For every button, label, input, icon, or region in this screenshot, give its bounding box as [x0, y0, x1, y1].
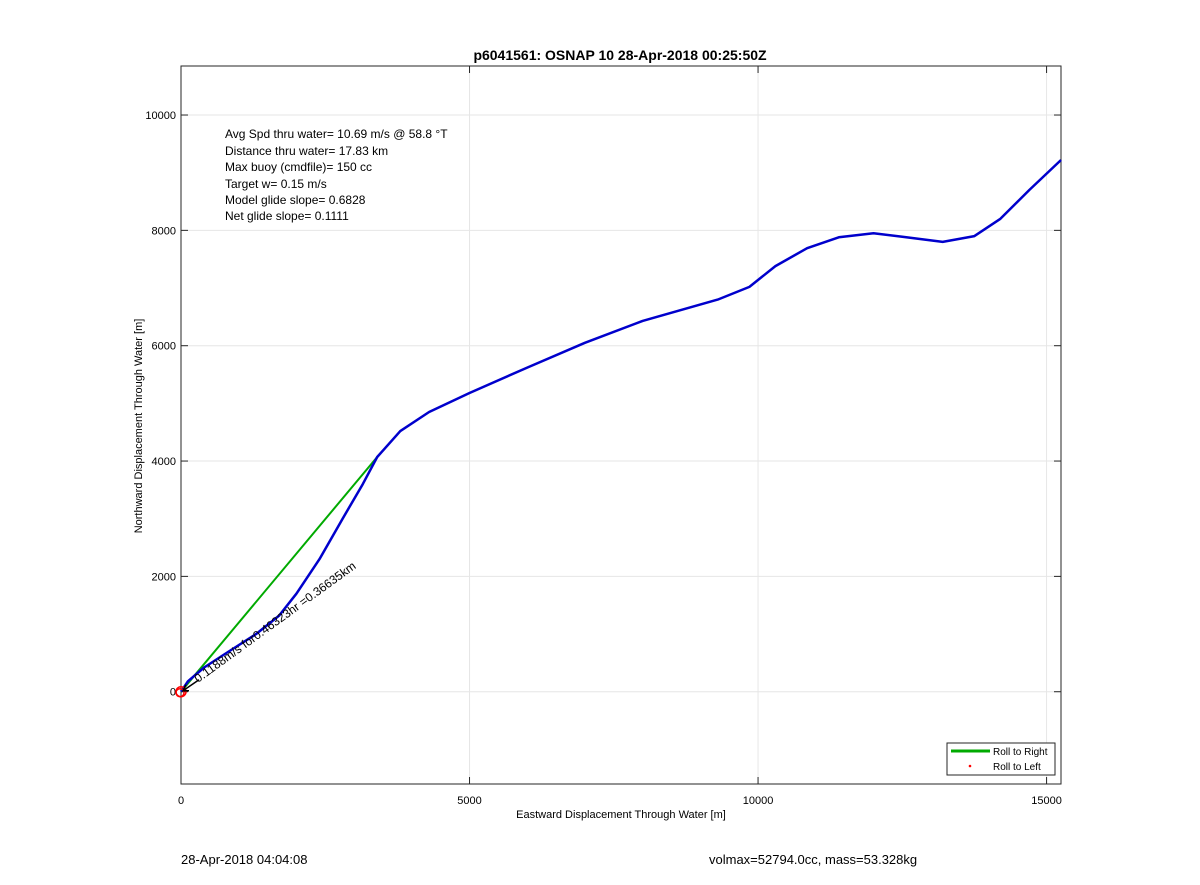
- legend-swatch-roll-left: [968, 764, 972, 768]
- y-tick-label: 8000: [152, 225, 176, 237]
- roll-right-line: [180, 456, 378, 693]
- y-axis-label: Northward Displacement Through Water [m]: [133, 319, 145, 534]
- annotation-line: Distance thru water= 17.83 km: [225, 144, 388, 158]
- annotation-line: Target w= 0.15 m/s: [225, 177, 327, 191]
- x-tick-label: 10000: [743, 795, 774, 807]
- legend-label-roll-right: Roll to Right: [993, 747, 1048, 758]
- start-marker: [175, 687, 185, 698]
- x-tick-label: 5000: [457, 795, 481, 807]
- legend-label-roll-left: Roll to Left: [993, 762, 1041, 773]
- footer-summary: volmax=52794.0cc, mass=53.328kg: [709, 852, 918, 867]
- y-tick-label: 2000: [152, 571, 176, 583]
- current-vector-arrow: [182, 679, 200, 692]
- annotation-line: Avg Spd thru water= 10.69 m/s @ 58.8 °T: [225, 127, 448, 141]
- axis-ticks: 0 5000 10000 15000 0 2000 4000 6000 8000 10000: [145, 66, 1062, 807]
- annotation-line: Net glide slope= 0.1111: [225, 209, 349, 223]
- start-markers: [175, 679, 200, 698]
- chart-title: p6041561: OSNAP 10 28-Apr-2018 00:25:50Z: [473, 47, 767, 63]
- x-tick-label: 15000: [1031, 795, 1062, 807]
- x-axis-label: Eastward Displacement Through Water [m]: [516, 809, 726, 821]
- plot-area-frame: [180, 65, 1062, 785]
- stats-annotation: Avg Spd thru water= 10.69 m/s @ 58.8 °T …: [225, 127, 448, 223]
- y-tick-label: 0: [170, 687, 176, 699]
- footer-timestamp: 28-Apr-2018 04:04:08: [181, 852, 308, 867]
- y-tick-label: 10000: [145, 110, 176, 122]
- current-vector-arrowhead: [181, 684, 189, 692]
- legend: Roll to Right Roll to Left: [946, 742, 1056, 776]
- x-tick-label: 0: [178, 795, 184, 807]
- y-tick-label: 4000: [152, 456, 176, 468]
- annotation-line: Max buoy (cmdfile)= 150 cc: [225, 160, 372, 174]
- annotation-line: Model glide slope= 0.6828: [225, 193, 366, 207]
- series-group: [179, 159, 1062, 693]
- y-tick-label: 6000: [152, 341, 176, 353]
- legend-box: [946, 742, 1056, 776]
- grid: [181, 66, 1061, 784]
- glider-track-line: [179, 159, 1062, 693]
